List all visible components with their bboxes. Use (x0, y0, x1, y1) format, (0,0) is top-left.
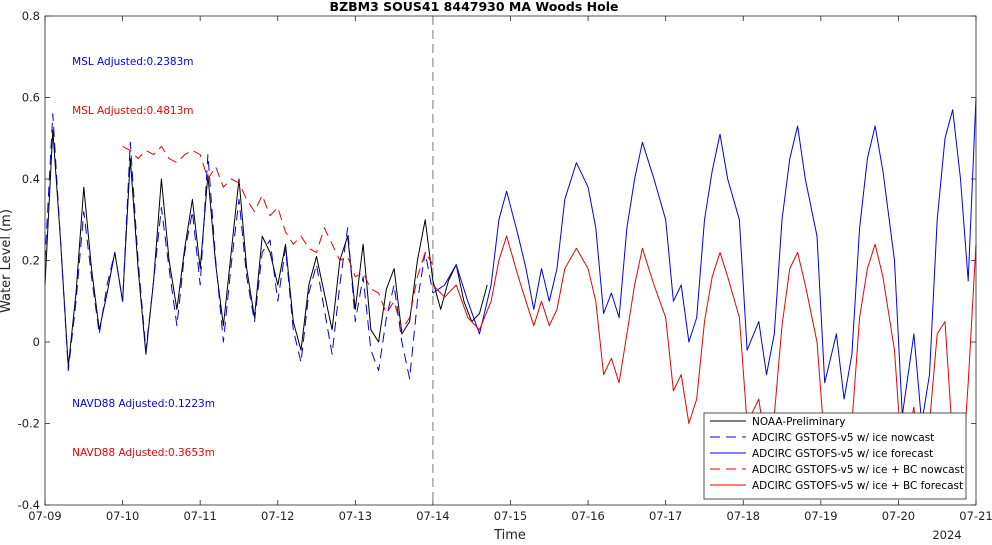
x-tick-label: 07-12 (261, 509, 294, 523)
year-label: 2024 (932, 528, 961, 541)
legend-box (703, 412, 967, 500)
series-line-4 (432, 235, 977, 498)
x-tick-label: 07-20 (882, 509, 915, 523)
x-tick-label: 07-15 (494, 509, 527, 523)
annotation-text: NAVD88 Adjusted:0.3653m (72, 447, 215, 459)
legend-label: ADCIRC GSTOFS-v5 w/ ice forecast (752, 448, 933, 460)
y-tick-label: -0.2 (18, 417, 40, 431)
x-axis-label: Time (493, 528, 526, 541)
y-tick-label: 0.2 (22, 254, 40, 268)
plot-frame (44, 15, 977, 506)
annotation-text: MSL Adjusted:0.2383m (72, 56, 193, 68)
series-line-2 (432, 97, 977, 424)
chart-title: BZBM3 SOUS41 8447930 MA Woods Hole (330, 0, 619, 14)
annotation-text: NAVD88 Adjusted:0.1223m (72, 398, 215, 410)
y-tick-label: 0.4 (22, 172, 40, 186)
x-tick-label: 07-13 (339, 509, 372, 523)
x-tick-label: 07-10 (106, 509, 139, 523)
legend-label: NOAA-Preliminary (752, 416, 845, 428)
annotation-text: MSL Adjusted:0.4813m (72, 105, 193, 117)
legend-label: ADCIRC GSTOFS-v5 w/ ice + BC nowcast (752, 464, 964, 476)
x-tick-label: 07-19 (804, 509, 837, 523)
x-tick-label: 07-17 (649, 509, 682, 523)
y-tick-label: 0.6 (22, 91, 40, 105)
y-axis-label: Water Level (m) (0, 209, 14, 313)
series-line-3 (122, 145, 434, 331)
legend-label: ADCIRC GSTOFS-v5 w/ ice + BC forecast (752, 480, 963, 492)
x-tick-label: 07-09 (28, 509, 61, 523)
series-line-0 (44, 129, 488, 367)
y-tick-label: -0.4 (18, 498, 40, 512)
x-tick-label: 07-21 (959, 509, 992, 523)
x-tick-label: 07-18 (727, 509, 760, 523)
x-tick-label: 07-16 (571, 509, 604, 523)
y-tick-label: 0.8 (22, 9, 40, 23)
y-tick-label: 0 (33, 335, 40, 349)
x-tick-label: 07-14 (416, 509, 449, 523)
x-tick-label: 07-11 (183, 509, 216, 523)
legend: NOAA-Preliminary ADCIRC GSTOFS-v5 w/ ice … (703, 412, 967, 500)
series-line-1 (44, 113, 434, 380)
legend-label: ADCIRC GSTOFS-v5 w/ ice nowcast (752, 432, 934, 444)
